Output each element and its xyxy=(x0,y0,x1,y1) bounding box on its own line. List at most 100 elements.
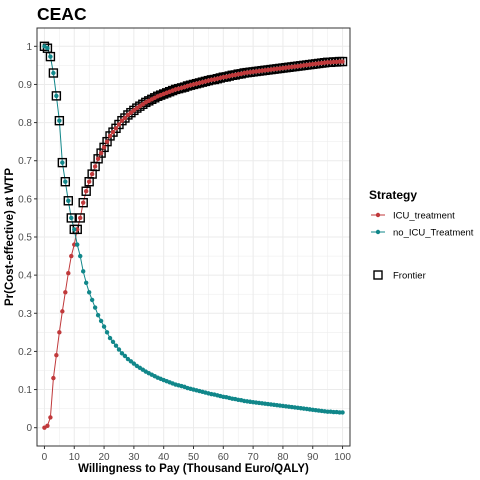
data-point-no-icu-treatment xyxy=(92,305,98,310)
data-point-icu-treatment xyxy=(57,330,62,335)
legend-label-icu-treatment: ICU_treatment xyxy=(393,211,455,222)
frontier-square xyxy=(102,136,112,147)
x-tick-label: 40 xyxy=(158,452,170,463)
data-point-no-icu-treatment xyxy=(86,290,92,295)
data-point-no-icu-treatment xyxy=(110,339,116,345)
data-point-no-icu-treatment xyxy=(128,359,134,364)
data-point-no-icu-treatment xyxy=(51,70,56,76)
data-point-icu-treatment xyxy=(98,150,104,156)
frontier-square xyxy=(117,115,127,126)
legend-item-frontier: Frontier xyxy=(373,270,426,282)
data-point-no-icu-treatment xyxy=(72,227,77,232)
data-point-icu-treatment xyxy=(119,118,125,123)
frontier-square xyxy=(51,91,62,101)
y-tick-label: 0.3 xyxy=(18,309,32,320)
data-point-no-icu-treatment xyxy=(125,356,131,362)
data-point-no-icu-treatment xyxy=(54,93,59,99)
data-point-no-icu-treatment xyxy=(83,280,89,285)
data-point-no-icu-treatment xyxy=(131,361,137,366)
x-tick-label: 50 xyxy=(188,452,200,463)
legend-key-point-no-icu-treatment xyxy=(375,229,381,235)
data-point-icu-treatment xyxy=(45,423,50,428)
data-point-icu-treatment xyxy=(54,353,59,358)
x-tick-label: 80 xyxy=(277,452,289,463)
data-point-no-icu-treatment xyxy=(119,351,125,356)
data-point-icu-treatment xyxy=(60,309,65,314)
plot-area xyxy=(36,27,351,447)
data-point-icu-treatment xyxy=(122,115,128,121)
x-axis-ticks: 0 10 20 30 40 50 60 70 80 90 100 xyxy=(42,446,351,463)
data-point-no-icu-treatment xyxy=(104,330,110,335)
data-point-icu-treatment xyxy=(128,110,134,115)
y-tick-label: 0.1 xyxy=(18,385,32,396)
data-point-icu-treatment xyxy=(51,375,56,381)
chart-title: CEAC xyxy=(37,4,87,24)
legend-item-no-icu-treatment: no_ICU_Treatment xyxy=(371,228,474,239)
y-tick-label: 0.7 xyxy=(18,156,32,167)
data-point-no-icu-treatment xyxy=(63,179,68,184)
y-tick-label: 0 xyxy=(26,423,32,434)
frontier-square xyxy=(96,148,106,158)
y-tick-label: 1 xyxy=(26,42,32,53)
data-point-icu-treatment xyxy=(66,271,71,276)
legend-key-point-icu-treatment xyxy=(375,212,381,218)
y-tick-label: 0.4 xyxy=(18,271,32,282)
x-tick-label: 60 xyxy=(218,452,230,463)
data-point-no-icu-treatment xyxy=(66,198,71,203)
data-point-no-icu-treatment xyxy=(45,46,50,51)
data-point-no-icu-treatment xyxy=(113,343,119,348)
frontier-square xyxy=(75,213,85,223)
data-point-icu-treatment xyxy=(92,164,98,169)
x-tick-label: 10 xyxy=(69,452,81,463)
data-point-no-icu-treatment xyxy=(78,253,83,259)
data-point-no-icu-treatment xyxy=(340,410,345,415)
data-point-no-icu-treatment xyxy=(107,335,113,341)
x-tick-label: 70 xyxy=(248,452,260,463)
y-tick-label: 0.8 xyxy=(18,118,32,129)
data-point-no-icu-treatment xyxy=(98,318,104,324)
x-tick-label: 30 xyxy=(128,452,140,463)
frontier-square xyxy=(63,196,74,206)
y-tick-label: 0.9 xyxy=(18,80,32,91)
y-tick-label: 0.6 xyxy=(18,194,32,205)
frontier-square xyxy=(66,213,76,223)
x-tick-label: 90 xyxy=(307,452,319,463)
data-point-icu-treatment xyxy=(48,415,53,420)
data-point-icu-treatment xyxy=(83,189,89,194)
data-point-no-icu-treatment xyxy=(57,118,62,123)
frontier-square xyxy=(60,176,71,187)
y-tick-label: 0.5 xyxy=(18,233,32,244)
x-tick-label: 20 xyxy=(99,452,111,463)
data-point-icu-treatment xyxy=(69,253,74,259)
x-tick-label: 0 xyxy=(42,452,48,463)
frontier-square xyxy=(54,115,65,126)
frontier-square xyxy=(78,197,88,208)
frontier-square xyxy=(48,68,59,78)
data-point-icu-treatment xyxy=(86,179,92,184)
x-axis-title: Willingness to Pay (Thousand Euro/QALY) xyxy=(78,463,309,475)
data-point-no-icu-treatment xyxy=(101,324,107,329)
frontier-square xyxy=(93,154,103,164)
legend: Strategy ICU_treatment no_ICU_Treatment … xyxy=(369,188,474,282)
data-point-icu-treatment xyxy=(116,122,122,127)
legend-label-frontier: Frontier xyxy=(393,271,426,282)
data-point-no-icu-treatment xyxy=(75,242,80,247)
legend-title: Strategy xyxy=(369,188,417,202)
data-point-no-icu-treatment xyxy=(89,297,95,303)
legend-key-frontier-square xyxy=(373,270,383,280)
data-point-no-icu-treatment xyxy=(48,54,53,59)
data-point-icu-treatment xyxy=(131,108,137,113)
legend-item-icu-treatment: ICU_treatment xyxy=(371,211,455,222)
data-point-no-icu-treatment xyxy=(122,353,128,359)
y-axis-ticks: 0 0.1 0.2 0.3 0.4 0.5 0.6 0.7 0.8 0.9 1 xyxy=(18,42,37,434)
data-point-no-icu-treatment xyxy=(95,312,101,318)
frontier-square xyxy=(81,186,91,196)
data-point-icu-treatment xyxy=(63,290,68,295)
frontier-square xyxy=(99,142,109,153)
data-point-icu-treatment xyxy=(78,215,83,221)
data-point-icu-treatment xyxy=(125,112,131,118)
y-axis-title: Pr(Cost-effective) at WTP xyxy=(4,168,16,306)
legend-label-no-icu-treatment: no_ICU_Treatment xyxy=(393,228,474,239)
y-tick-label: 0.2 xyxy=(18,347,32,358)
